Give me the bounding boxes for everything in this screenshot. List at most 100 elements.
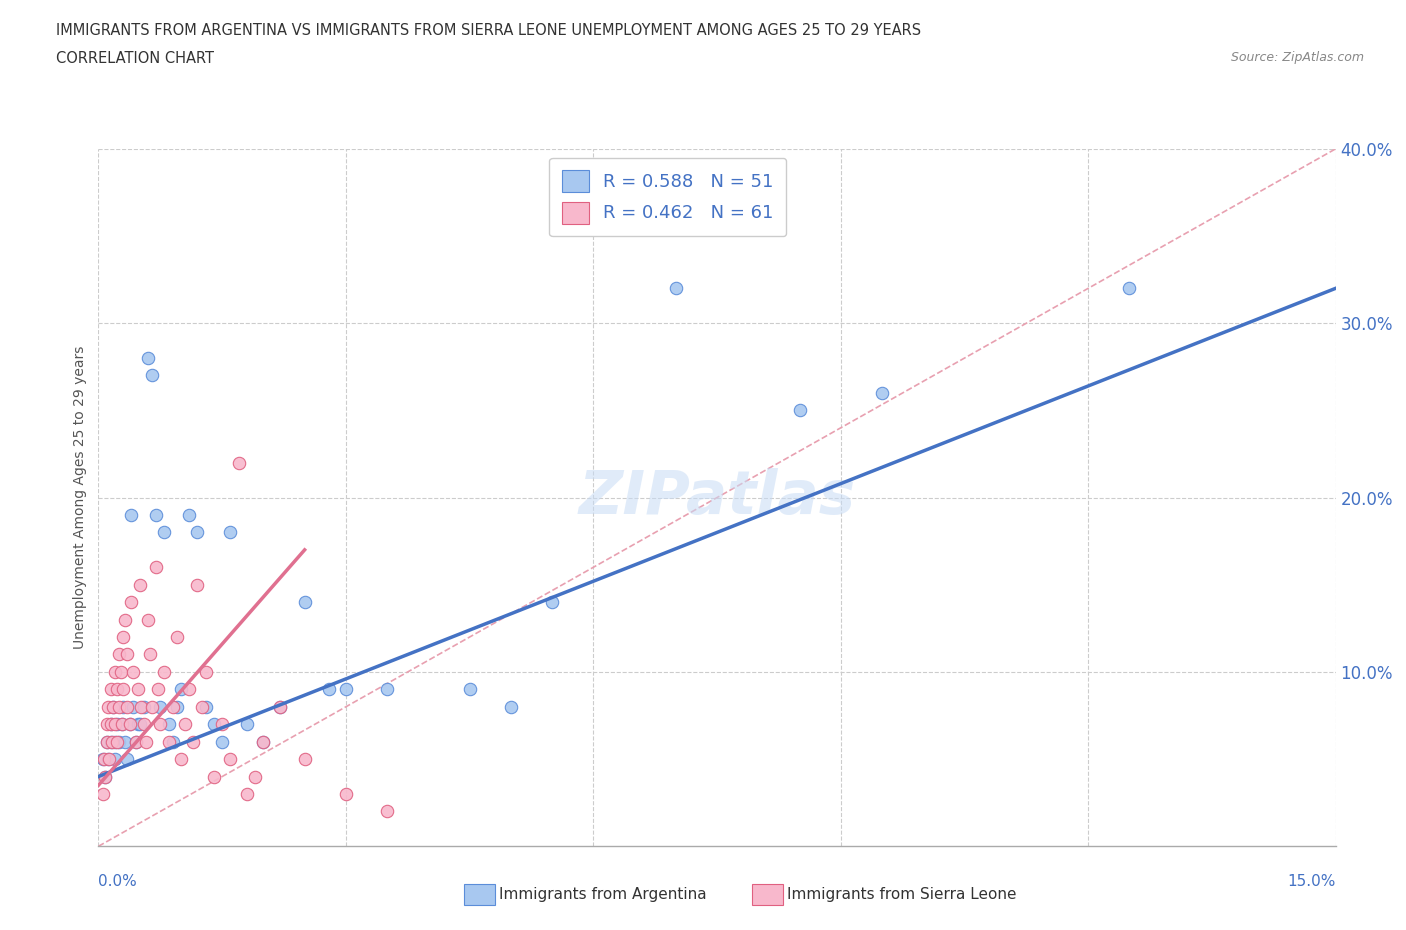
Point bbox=[128, 578, 150, 592]
Text: CORRELATION CHART: CORRELATION CHART bbox=[56, 51, 214, 66]
Point bbox=[141, 699, 163, 714]
Point bbox=[98, 751, 121, 766]
Point bbox=[499, 699, 522, 714]
Point bbox=[157, 717, 180, 732]
Point bbox=[211, 717, 233, 732]
Point bbox=[194, 665, 217, 680]
Point bbox=[186, 578, 208, 592]
Point bbox=[236, 787, 259, 802]
Point bbox=[114, 612, 136, 627]
Point bbox=[101, 735, 124, 750]
Point bbox=[97, 699, 120, 714]
Point bbox=[269, 699, 291, 714]
Point bbox=[100, 717, 122, 732]
Point bbox=[112, 699, 135, 714]
Point bbox=[181, 735, 204, 750]
Point bbox=[190, 699, 212, 714]
Point bbox=[153, 665, 176, 680]
Point bbox=[179, 508, 201, 523]
Text: IMMIGRANTS FROM ARGENTINA VS IMMIGRANTS FROM SIERRA LEONE UNEMPLOYMENT AMONG AGE: IMMIGRANTS FROM ARGENTINA VS IMMIGRANTS … bbox=[56, 23, 921, 38]
Point bbox=[294, 595, 316, 610]
Point bbox=[132, 717, 155, 732]
Point bbox=[318, 682, 340, 697]
Point bbox=[105, 682, 128, 697]
Point bbox=[138, 647, 160, 662]
Text: 15.0%: 15.0% bbox=[1288, 874, 1336, 889]
Point bbox=[135, 735, 157, 750]
Point bbox=[122, 699, 145, 714]
Point bbox=[112, 630, 135, 644]
Point bbox=[145, 560, 167, 575]
Point bbox=[93, 751, 115, 766]
Point bbox=[91, 751, 114, 766]
Point bbox=[294, 751, 316, 766]
Point bbox=[162, 699, 184, 714]
Point bbox=[146, 682, 169, 697]
Legend: R = 0.588   N = 51, R = 0.462   N = 61: R = 0.588 N = 51, R = 0.462 N = 61 bbox=[548, 158, 786, 236]
Point bbox=[179, 682, 201, 697]
Point bbox=[104, 717, 127, 732]
Point bbox=[789, 403, 811, 418]
Point bbox=[870, 386, 893, 401]
Point bbox=[269, 699, 291, 714]
Point bbox=[114, 735, 136, 750]
Point bbox=[96, 717, 118, 732]
Point bbox=[94, 769, 117, 784]
Point bbox=[100, 717, 122, 732]
Point bbox=[202, 717, 225, 732]
Point bbox=[228, 456, 250, 471]
Point bbox=[149, 717, 172, 732]
Point bbox=[108, 699, 131, 714]
Point bbox=[124, 735, 146, 750]
Point bbox=[110, 717, 132, 732]
Point bbox=[458, 682, 481, 697]
Point bbox=[202, 769, 225, 784]
Point bbox=[541, 595, 564, 610]
Point bbox=[335, 787, 357, 802]
Text: 0.0%: 0.0% bbox=[98, 874, 138, 889]
Point bbox=[166, 630, 188, 644]
Point bbox=[252, 735, 274, 750]
Point bbox=[375, 804, 398, 819]
Point bbox=[105, 717, 128, 732]
Point bbox=[162, 735, 184, 750]
Text: Immigrants from Argentina: Immigrants from Argentina bbox=[499, 887, 707, 902]
Point bbox=[122, 665, 145, 680]
Y-axis label: Unemployment Among Ages 25 to 29 years: Unemployment Among Ages 25 to 29 years bbox=[73, 346, 87, 649]
Point bbox=[141, 368, 163, 383]
Point bbox=[335, 682, 357, 697]
Point bbox=[166, 699, 188, 714]
Point bbox=[104, 735, 127, 750]
Point bbox=[104, 751, 127, 766]
Point bbox=[136, 351, 159, 365]
Point bbox=[127, 717, 149, 732]
Text: Immigrants from Sierra Leone: Immigrants from Sierra Leone bbox=[787, 887, 1017, 902]
Point bbox=[375, 682, 398, 697]
Point bbox=[131, 699, 153, 714]
Point bbox=[96, 735, 118, 750]
Point bbox=[110, 665, 132, 680]
Point bbox=[100, 735, 122, 750]
Point bbox=[219, 525, 242, 540]
Point bbox=[665, 281, 688, 296]
Point bbox=[219, 751, 242, 766]
Point bbox=[236, 717, 259, 732]
Point bbox=[124, 735, 146, 750]
Point bbox=[117, 647, 139, 662]
Point bbox=[132, 699, 155, 714]
Point bbox=[149, 699, 172, 714]
Point bbox=[118, 717, 141, 732]
Point bbox=[136, 612, 159, 627]
Point bbox=[243, 769, 266, 784]
Point bbox=[104, 665, 127, 680]
Point bbox=[174, 717, 197, 732]
Point bbox=[117, 699, 139, 714]
Point bbox=[153, 525, 176, 540]
Point bbox=[96, 735, 118, 750]
Point bbox=[120, 595, 142, 610]
Point bbox=[194, 699, 217, 714]
Point bbox=[128, 717, 150, 732]
Point bbox=[97, 751, 120, 766]
Text: Source: ZipAtlas.com: Source: ZipAtlas.com bbox=[1230, 51, 1364, 64]
Point bbox=[120, 508, 142, 523]
